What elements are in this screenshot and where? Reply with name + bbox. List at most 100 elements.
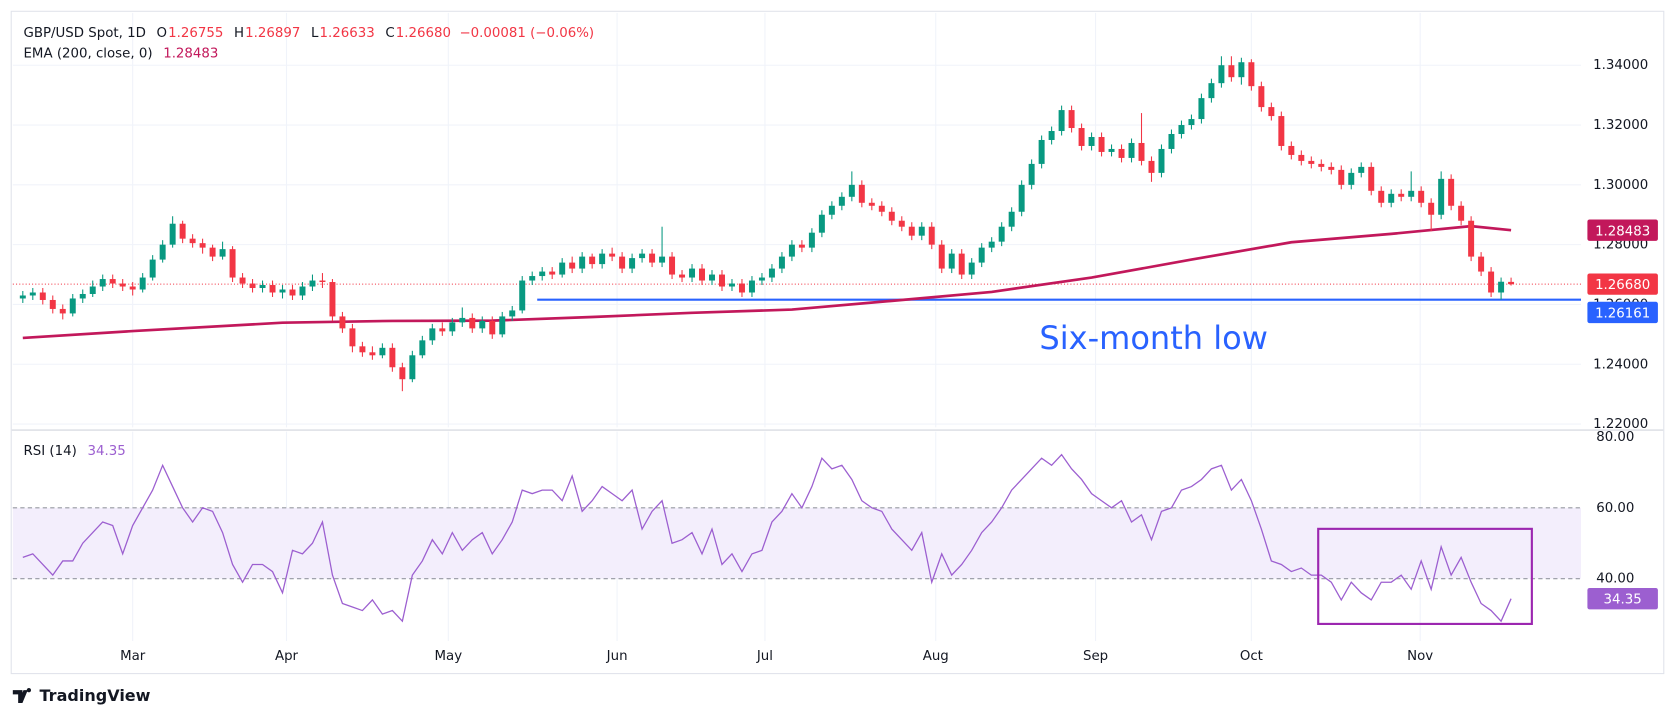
candle-body	[968, 262, 975, 275]
candle-body	[1018, 184, 1025, 212]
candle-body	[1258, 86, 1265, 108]
candle-body	[629, 258, 636, 269]
candle-body	[719, 274, 725, 287]
candle-body	[399, 367, 406, 380]
plot	[12, 56, 1581, 623]
candle-body	[589, 256, 596, 265]
brand: TradingView	[40, 686, 151, 705]
candle-body	[199, 243, 206, 248]
candle-body	[1128, 142, 1135, 158]
candle-body	[119, 283, 126, 287]
header-item: 1.26755	[168, 26, 223, 41]
candle-body	[639, 253, 646, 259]
candle-body	[1498, 281, 1505, 293]
candle-body	[219, 249, 226, 257]
candle-body	[958, 253, 965, 275]
candle-body	[828, 205, 835, 215]
candle-body	[229, 249, 236, 278]
candle-body	[539, 271, 546, 277]
price-badge	[1587, 273, 1658, 295]
frame	[10, 10, 1665, 675]
rsi-tick-label: 40.00	[1596, 572, 1634, 587]
rsi-header: RSI (14) 34.35	[24, 444, 126, 459]
candle-body	[1488, 271, 1495, 293]
rsi-line	[22, 453, 1512, 623]
candle-body	[169, 223, 176, 245]
candle-body	[1378, 190, 1385, 203]
candle-body	[1308, 160, 1315, 164]
candle-body	[1218, 65, 1225, 84]
price-badge	[1587, 219, 1658, 241]
candle-body	[1438, 178, 1445, 215]
header-item: L	[311, 26, 319, 41]
y-tick-label: 1.28000	[1593, 238, 1648, 253]
candle-body	[479, 320, 486, 329]
candle-body	[369, 352, 376, 356]
candle-body	[109, 279, 116, 284]
price-badge-label: 1.28483	[1595, 224, 1650, 239]
candle-body	[1008, 211, 1015, 227]
candle-body	[679, 274, 686, 278]
candle-body	[389, 347, 396, 368]
candle-body	[978, 247, 985, 263]
header-item: −0.00081 (−0.06%)	[460, 26, 595, 41]
candle-body	[1028, 163, 1035, 185]
candle-body	[1098, 136, 1105, 152]
candle-body	[249, 283, 256, 289]
candle-body	[918, 226, 925, 236]
candle-body	[908, 226, 915, 236]
candle-body	[1178, 125, 1185, 135]
candle-body	[89, 286, 96, 294]
candle-body	[898, 220, 905, 227]
header-item: 1.26633	[320, 26, 375, 41]
candle-body	[359, 346, 366, 353]
candle-body	[1058, 110, 1065, 132]
candle-body	[669, 256, 676, 275]
candle-body	[1318, 163, 1325, 167]
candle-body	[798, 244, 805, 248]
candle-body	[579, 256, 586, 269]
candle-body	[419, 340, 426, 356]
candle-body	[59, 308, 66, 314]
candle-body	[988, 241, 995, 248]
candle-body	[1298, 154, 1305, 161]
header-item: GBP/USD Spot, 1D	[24, 26, 146, 41]
candle-body	[239, 277, 246, 284]
candle-body	[768, 268, 775, 278]
candle-body	[1348, 172, 1355, 185]
candle-body	[1168, 134, 1175, 149]
candle-body	[279, 289, 286, 293]
header-item: EMA (200, close, 0)	[24, 46, 153, 61]
candle-body	[1358, 166, 1365, 173]
candle-body	[189, 238, 196, 244]
header-item: C	[385, 26, 394, 41]
y-tick-label: 1.24000	[1593, 357, 1648, 372]
y-tick-label: 1.34000	[1593, 58, 1648, 73]
candle-body	[1508, 281, 1515, 285]
candle-body	[1238, 62, 1245, 78]
candle-body	[1188, 119, 1195, 126]
candle-body	[49, 299, 56, 309]
candle-body	[129, 286, 136, 290]
candle-body	[1158, 148, 1165, 173]
candle-body	[888, 211, 895, 221]
candle-body	[778, 256, 785, 269]
candle-body	[1448, 178, 1455, 206]
x-tick-label: Sep	[1083, 649, 1108, 664]
candle-body	[728, 283, 735, 287]
candle-body	[878, 205, 885, 212]
candle-body	[429, 328, 436, 341]
candle-body	[149, 259, 156, 278]
candle-body	[39, 292, 46, 300]
candle-body	[1428, 202, 1435, 215]
header: GBP/USD Spot, 1D O1.26755 H1.26897 L1.26633…	[24, 26, 595, 41]
x-tick-label: Jun	[606, 649, 628, 664]
candle-body	[1088, 136, 1095, 146]
candle-body	[69, 298, 76, 314]
candle-body	[319, 280, 326, 283]
candle-body	[1418, 190, 1425, 203]
rsi-tick-label: 60.00	[1596, 501, 1634, 516]
candle-body	[758, 277, 765, 281]
candle-body	[1068, 110, 1075, 129]
